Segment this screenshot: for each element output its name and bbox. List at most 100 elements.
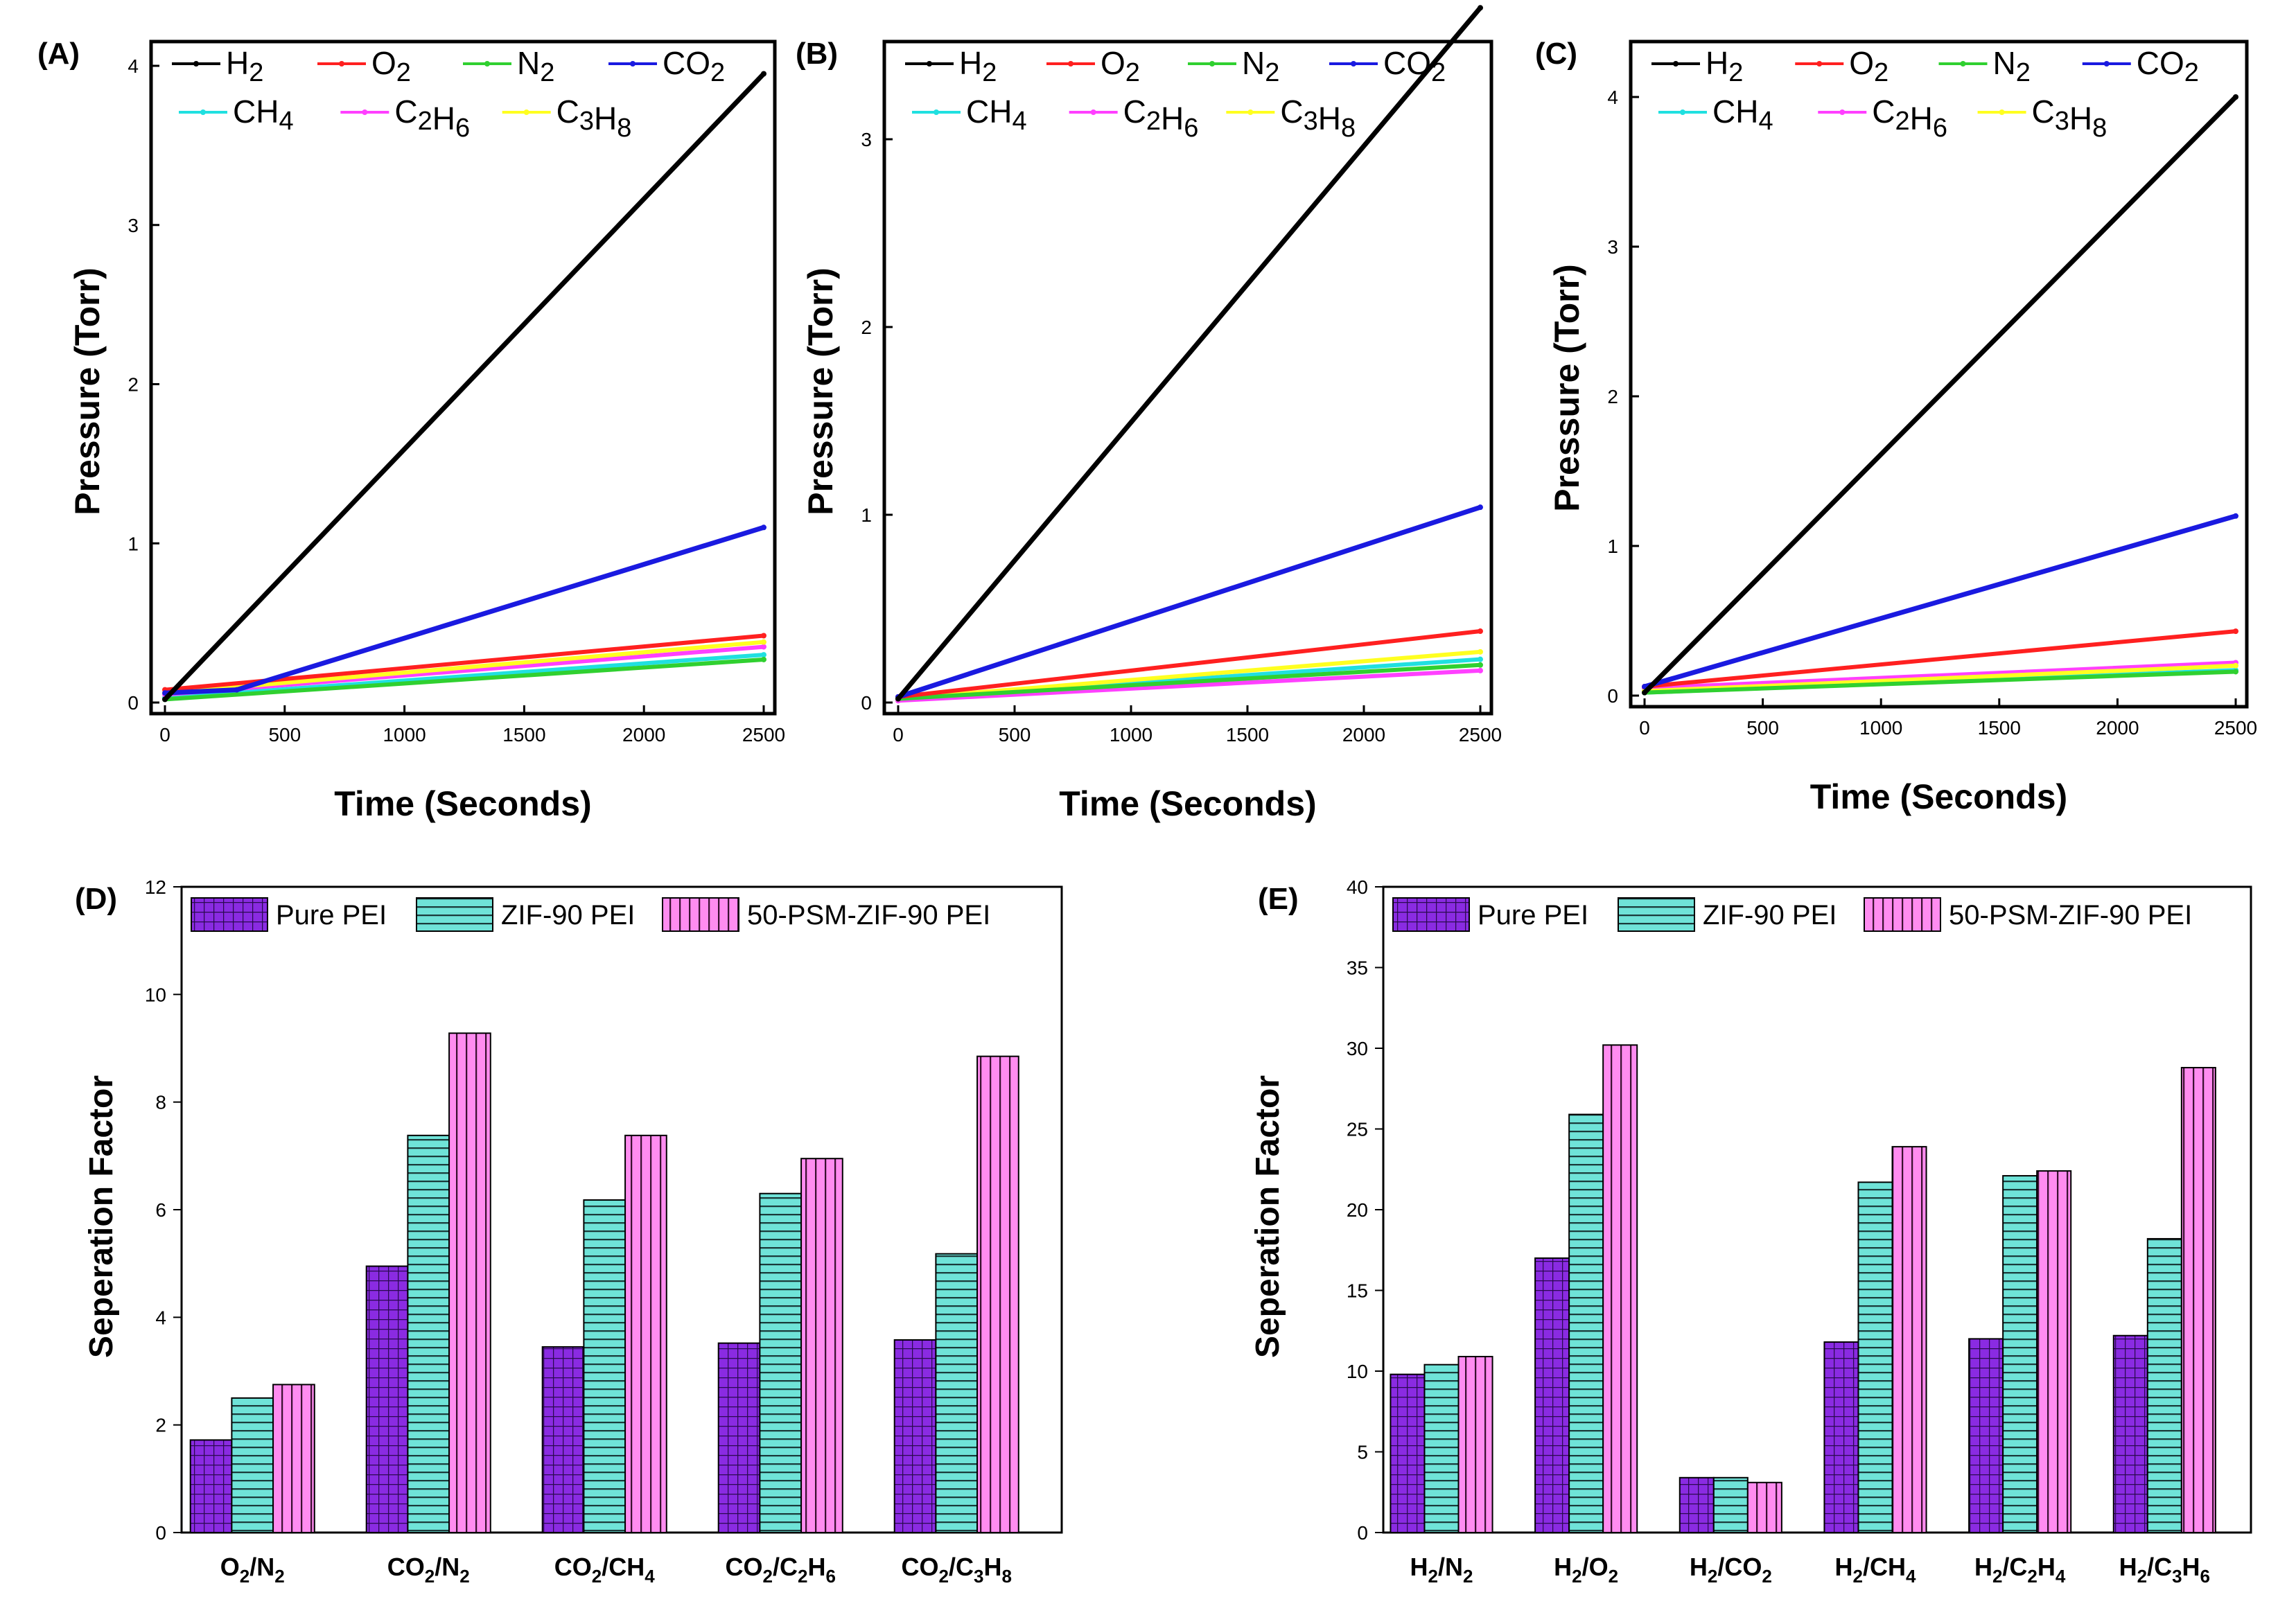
legend-text-part: 4	[1758, 107, 1773, 136]
legend-text-part: C	[1280, 94, 1303, 130]
legend-text-part: CO	[2137, 45, 2184, 81]
series-point-co2	[234, 687, 240, 693]
x-tick-label: 0	[159, 724, 170, 745]
legend-text-part: 2	[982, 58, 997, 87]
category-label-subscript: 2	[1428, 1566, 1438, 1587]
series-line-ch4	[163, 653, 766, 700]
series-point-h2	[1478, 5, 1483, 11]
legend-marker-c2h6	[1090, 109, 1096, 115]
category-label-subscript: 2	[425, 1566, 435, 1587]
y-tick-label: 2	[861, 317, 872, 338]
category-label-part: /C	[773, 1553, 798, 1581]
y-axis-title: Pressure (Torr)	[801, 267, 840, 515]
category-label-subscript: 2	[274, 1566, 284, 1587]
legend-marker-c3h8	[523, 109, 529, 115]
series-line-n2	[896, 662, 1482, 701]
category-label-subscript: 3	[2172, 1566, 2182, 1587]
plot-frame	[882, 39, 1493, 716]
category-label-subscript: 2	[1572, 1566, 1581, 1587]
legend-text-part: C	[2032, 94, 2055, 130]
legend-text-part: O	[1849, 45, 1874, 81]
bar-pure-pei-3	[1823, 1341, 1859, 1534]
bar-pure-pei-4	[893, 1339, 937, 1534]
x-tick-label: 0	[893, 724, 904, 745]
legend-text-part: O	[1101, 45, 1125, 81]
category-label-part: /CH	[602, 1553, 645, 1581]
legend-label-c3h8: C3H8	[557, 94, 632, 143]
y-tick-label: 4	[128, 55, 139, 77]
panel-label: (E)	[1258, 882, 1299, 916]
legend-label-ch4: CH4	[233, 94, 294, 136]
legend-text-part: 3	[1304, 107, 1318, 136]
bar-pure-pei-5	[2112, 1334, 2148, 1533]
legend-text-part: 6	[1933, 114, 1947, 143]
legend-label-co2: CO2	[1383, 45, 1446, 87]
plot-frame	[149, 39, 777, 716]
bar-zif-90-pei-4	[935, 1253, 979, 1533]
legend-label-c2h6: C2H6	[1872, 94, 1947, 143]
category-label-subscript: 2	[240, 1566, 249, 1587]
bar-50-psm-zif-90-pei-4	[976, 1055, 1019, 1533]
x-axis-title: Time (Seconds)	[1059, 784, 1316, 823]
legend-text-part: 2	[418, 107, 432, 136]
category-label-part: /C	[2002, 1553, 2027, 1581]
category-label-subscript: 2	[763, 1566, 773, 1587]
category-label-subscript: 2	[2137, 1566, 2147, 1587]
legend-marker-c3h8	[1247, 109, 1254, 115]
y-tick-label: 40	[1347, 876, 1368, 898]
category-label: H2/C3H6	[2119, 1553, 2210, 1587]
x-tick-label: 500	[268, 724, 301, 745]
legend-text-part: CH	[1712, 94, 1758, 130]
legend-text-part: H	[2069, 100, 2092, 136]
legend-swatch-zif-90-pei	[416, 897, 493, 932]
bar-zif-90-pei-3	[1857, 1181, 1893, 1533]
category-label-part: H	[1835, 1553, 1853, 1581]
series-line-h2	[1642, 94, 2238, 696]
legend-marker-h2	[193, 61, 199, 67]
plot-frame	[1629, 39, 2249, 709]
legend-text-part: 4	[279, 107, 293, 136]
y-tick-label: 30	[1347, 1038, 1368, 1059]
legend-text-part: 4	[1012, 107, 1026, 136]
legend-text-part: 2	[710, 58, 725, 87]
legend-label-h2: H2	[959, 45, 997, 87]
legend-text-part: 2	[1265, 58, 1279, 87]
y-tick-label: 1	[128, 533, 139, 554]
category-label-part: H	[1974, 1553, 1992, 1581]
bar-50-psm-zif-90-pei-4	[2036, 1170, 2072, 1533]
category-label: H2/CH4	[1835, 1553, 1916, 1587]
series-line-c3h8	[163, 639, 766, 696]
series-point-c3h8	[1478, 648, 1483, 655]
category-label: H2/CO2	[1690, 1553, 1772, 1587]
x-axis-title: Time (Seconds)	[334, 784, 591, 823]
legend-marker-n2	[484, 61, 490, 67]
legend-text-part: 8	[1341, 114, 1356, 143]
legend-marker-c2h6	[1839, 109, 1846, 115]
legend-text-part: CO	[663, 45, 710, 81]
bar-50-psm-zif-90-pei-3	[800, 1158, 843, 1533]
legend-label-ch4: CH4	[966, 94, 1027, 136]
series-point-co2	[162, 690, 168, 696]
series-line-co2	[895, 504, 1483, 700]
y-tick-label: 1	[861, 504, 872, 526]
legend-text-part: 8	[617, 114, 631, 143]
legend-text-part: 2	[1146, 107, 1161, 136]
bar-zif-90-pei-1	[1568, 1113, 1604, 1533]
category-label-subscript: 2	[1853, 1566, 1863, 1587]
category-label-part: CO	[387, 1553, 425, 1581]
legend-label-50-psm-zif-90-pei: 50-PSM-ZIF-90 PEI	[1949, 900, 2192, 930]
y-tick-label: 2	[1607, 386, 1618, 407]
x-tick-label: 1000	[1859, 717, 1902, 739]
y-tick-label: 0	[1607, 685, 1618, 707]
series-line-c3h8	[896, 649, 1482, 701]
legend-marker-ch4	[1680, 109, 1685, 115]
series-point-h2	[895, 696, 901, 702]
legend-text-part: 2	[1895, 107, 1910, 136]
bar-50-psm-zif-90-pei-0	[1457, 1356, 1493, 1534]
y-axis-title: Seperation Factor	[1250, 1075, 1286, 1358]
bar-pure-pei-3	[717, 1342, 761, 1533]
series-point-n2	[1478, 662, 1483, 668]
series-point-h2	[162, 696, 168, 703]
legend-label-pure-pei: Pure PEI	[276, 900, 387, 930]
